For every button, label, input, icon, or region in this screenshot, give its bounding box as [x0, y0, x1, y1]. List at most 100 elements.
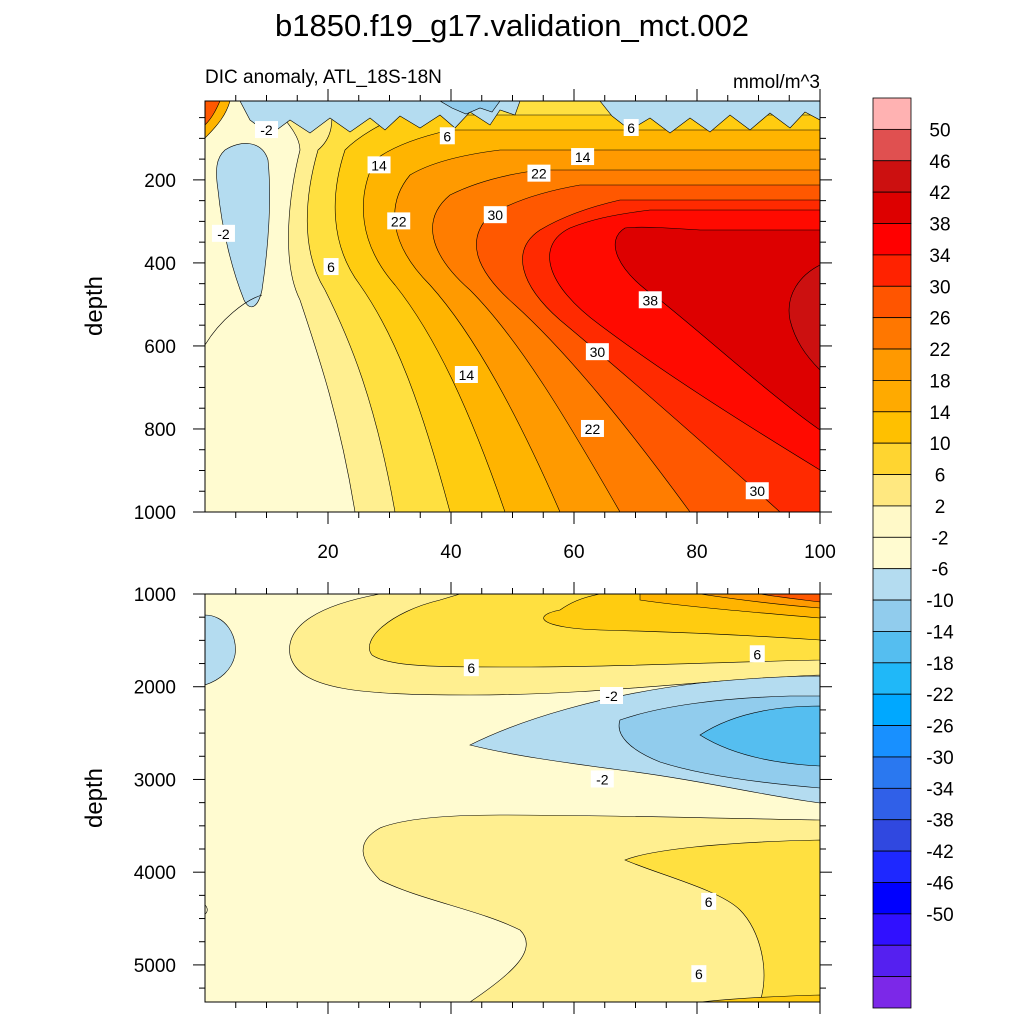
colorbar-swatch: [872, 756, 912, 789]
chart-title: b1850.f19_g17.validation_mct.002: [275, 8, 749, 43]
colorbar-level-label: -30: [926, 748, 953, 769]
contour-label-box: [483, 206, 507, 224]
colorbar-level-label: 50: [929, 120, 950, 141]
contour-label-box: [585, 343, 609, 361]
colorbar-swatch: [872, 882, 912, 915]
upper-contour-fills: [205, 101, 820, 512]
lower-fill-left-negative-patch: [205, 614, 236, 686]
upper-tick-labels: 200 400 600 800 1000: [134, 171, 176, 524]
colorbar-swatch: [872, 568, 912, 601]
colorbar-level-label: -50: [926, 905, 953, 926]
contour-label-box: [590, 770, 614, 788]
contour-label-box: [638, 291, 662, 309]
contour-label: 6: [695, 966, 703, 982]
lower-contour-fills: [205, 594, 820, 1002]
colorbar: 50 46 42 38 34 30 26 22 18 14 10 6 2 -2 -6 -10 -14 -18 -22…: [872, 97, 954, 1009]
colorbar-swatch: [872, 411, 912, 444]
y-tick-label: 800: [144, 420, 176, 441]
y-tick-label: 5000: [134, 956, 176, 977]
colorbar-swatch: [872, 348, 912, 381]
colorbar-swatch: [872, 599, 912, 632]
contour-label: 6: [627, 120, 635, 136]
contour-label: 22: [531, 166, 547, 182]
y-tick-label: 200: [144, 171, 176, 192]
colorbar-level-label: 2: [935, 497, 946, 518]
x-tick-label: 20: [317, 542, 338, 563]
colorbar-swatch: [872, 850, 912, 883]
colorbar-level-label: 38: [929, 215, 950, 236]
lower-depth-label: depth: [81, 768, 108, 828]
contour-label: 30: [749, 483, 765, 499]
contour-label-box: [323, 258, 339, 276]
y-tick-label: 400: [144, 254, 176, 275]
colorbar-swatch: [872, 380, 912, 413]
colorbar-swatch: [872, 442, 912, 475]
colorbar-level-label: -14: [926, 622, 954, 643]
colorbar-level-label: 14: [929, 403, 951, 424]
colorbar-level-label: 26: [929, 309, 950, 330]
x-tick-label: 80: [686, 542, 707, 563]
upper-contour-panel: 200 400 600 800 1000 -2 -2 6 6 6 14 14 14 22 22 22 30 30…: [81, 89, 832, 524]
colorbar-level-label: 18: [929, 371, 950, 392]
lower-contour-labels: 6 6 -2 -2 6 6: [463, 645, 765, 983]
contour-label: 30: [487, 207, 503, 223]
contour-label-box: [211, 224, 235, 242]
colorbar-level-label: 30: [929, 277, 950, 298]
colorbar-swatch: [872, 223, 912, 256]
colorbar-level-label: -46: [926, 873, 953, 894]
contour-label-box: [463, 659, 479, 677]
x-tick-label: 100: [804, 542, 836, 563]
colorbar-swatch: [872, 693, 912, 726]
contour-label: 38: [642, 292, 658, 308]
upper-depth-label: depth: [81, 276, 108, 336]
y-tick-label: 4000: [134, 863, 176, 884]
lower-contour-blip: [205, 904, 208, 915]
contour-label: 6: [443, 128, 451, 144]
contour-label-box: [580, 419, 604, 437]
contour-label: -2: [260, 122, 273, 138]
colorbar-swatch: [872, 191, 912, 224]
chart-units: mmol/m^3: [733, 72, 820, 93]
contour-label-box: [623, 118, 639, 136]
colorbar-swatch: [872, 913, 912, 946]
colorbar-swatch: [872, 160, 912, 193]
contour-label: 22: [391, 213, 407, 229]
colorbar-level-label: -38: [926, 811, 953, 832]
x-tick-label: 60: [563, 542, 584, 563]
colorbar-swatch: [872, 474, 912, 507]
contour-label-box: [745, 482, 769, 500]
lower-fill-6-10-deep: [624, 839, 820, 1002]
upper-contour-labels: -2 -2 6 6 6 14 14 14 22 22 22 30 30 30 38: [211, 118, 769, 500]
colorbar-level-label: 42: [929, 183, 950, 204]
upper-fill-42-46: [788, 264, 820, 371]
upper-fill-surface-negative-deep: [439, 101, 501, 115]
contour-label-box: [527, 164, 551, 182]
colorbar-swatch: [872, 725, 912, 758]
lower-tick-marks: [193, 582, 832, 1014]
contour-label: 14: [371, 157, 387, 173]
colorbar-level-label: 6: [935, 466, 946, 487]
upper-fill-38-42: [615, 226, 820, 431]
y-tick-label: 2000: [134, 678, 176, 699]
x-axis-tick-labels: 20 40 60 80 100: [317, 542, 835, 563]
upper-tick-marks: [193, 89, 832, 524]
contour-label-box: [387, 212, 411, 230]
colorbar-level-label: 10: [929, 434, 950, 455]
upper-fill-surface-negative: [239, 101, 521, 136]
colorbar-level-label: -6: [932, 560, 949, 581]
colorbar-swatch: [872, 285, 912, 319]
colorbar-swatch: [872, 505, 912, 538]
colorbar-swatch: [872, 976, 912, 1009]
colorbar-swatch: [872, 662, 912, 695]
contour-label-box: [691, 965, 707, 983]
contour-label-box: [600, 687, 624, 704]
colorbar-swatch: [872, 631, 912, 664]
contour-label: -2: [217, 226, 230, 242]
contour-label: 6: [753, 646, 761, 662]
colorbar-level-label: -34: [926, 779, 954, 800]
contour-label-box: [255, 121, 278, 139]
colorbar-level-label: -10: [926, 591, 953, 612]
y-tick-label: 1000: [134, 503, 176, 524]
colorbar-swatch: [872, 254, 912, 287]
